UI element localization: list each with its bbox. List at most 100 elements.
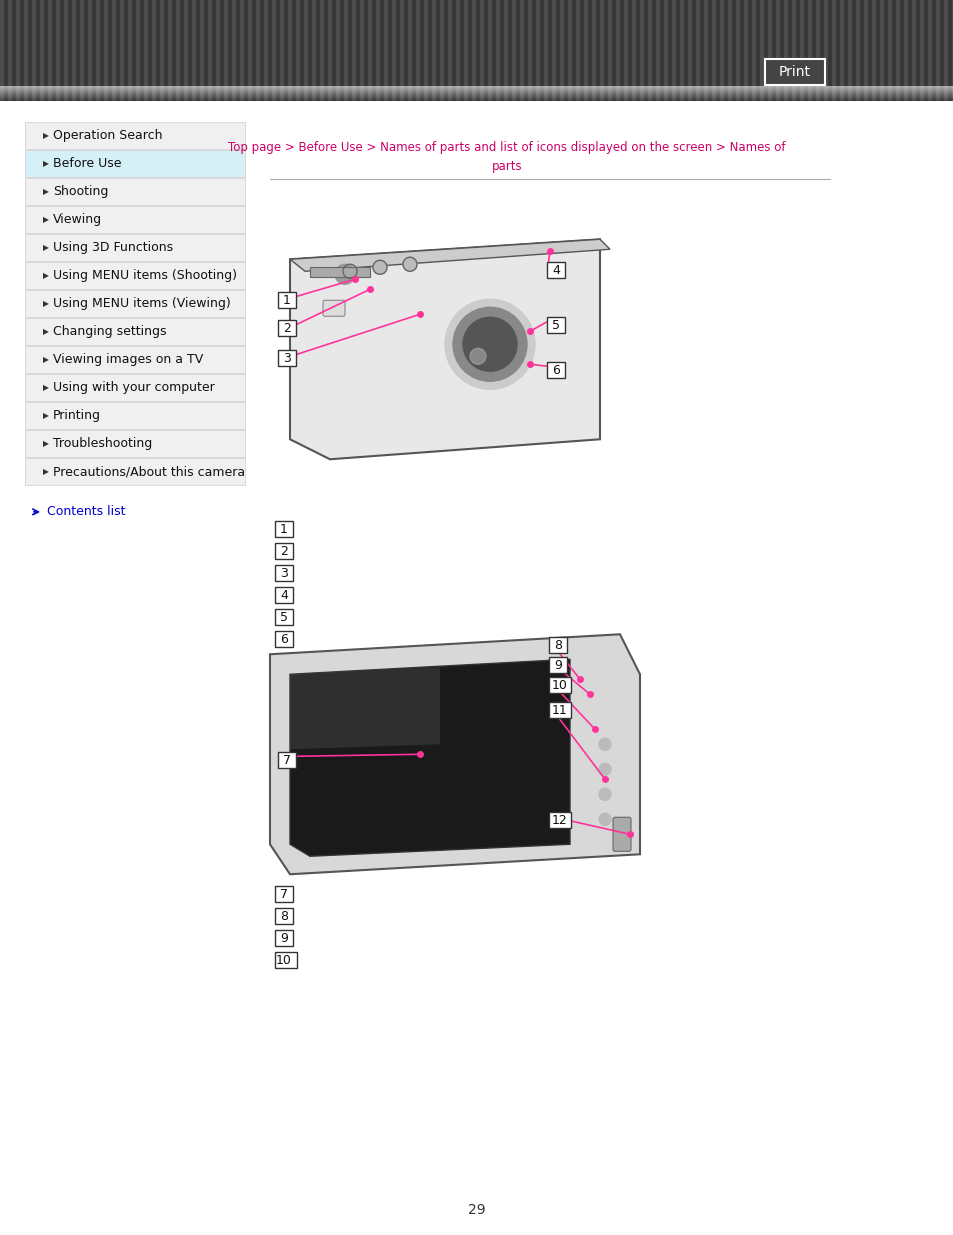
Bar [567, 0, 572, 101]
Text: Using 3D Functions: Using 3D Functions [53, 241, 172, 254]
Text: 9: 9 [280, 931, 288, 945]
Text: 9: 9 [554, 658, 561, 672]
Bar [175, 0, 180, 101]
Bar [184, 0, 188, 101]
Circle shape [598, 739, 610, 751]
Text: Viewing images on a TV: Viewing images on a TV [53, 353, 203, 367]
Bar [212, 0, 215, 101]
Bar [299, 0, 304, 101]
Bar [188, 0, 192, 101]
Text: ▶: ▶ [43, 131, 49, 141]
Bar [691, 0, 696, 101]
Bar [731, 0, 735, 101]
Bar [84, 0, 88, 101]
Bar [208, 0, 212, 101]
Circle shape [462, 317, 517, 372]
Bar [771, 0, 775, 101]
Bar [548, 813, 571, 829]
Bar [548, 637, 566, 653]
Bar [780, 0, 783, 101]
Bar [572, 0, 576, 101]
Bar [671, 0, 676, 101]
Text: ▶: ▶ [43, 440, 49, 448]
Bar [536, 0, 539, 101]
Bar [215, 0, 220, 101]
Bar [548, 703, 571, 719]
Bar [559, 0, 563, 101]
Polygon shape [270, 635, 639, 874]
Text: ▶: ▶ [43, 243, 49, 252]
Bar [627, 0, 631, 101]
Bar [25, 235, 245, 262]
Bar [274, 908, 293, 924]
Bar [339, 0, 344, 101]
Bar [277, 293, 295, 309]
Bar [927, 0, 931, 101]
Bar [436, 0, 439, 101]
Bar [643, 0, 647, 101]
Bar [403, 0, 408, 101]
Bar [200, 0, 204, 101]
Bar [364, 0, 368, 101]
Bar [348, 0, 352, 101]
Bar [727, 0, 731, 101]
Bar [687, 0, 691, 101]
Bar [923, 0, 927, 101]
Text: 8: 8 [554, 638, 561, 652]
Bar [947, 0, 951, 101]
Text: 7: 7 [283, 753, 291, 767]
Text: 4: 4 [552, 264, 559, 277]
Bar [443, 0, 448, 101]
Bar [324, 0, 328, 101]
Bar [91, 0, 96, 101]
Bar [359, 0, 364, 101]
Bar [840, 0, 843, 101]
Text: 6: 6 [280, 632, 288, 646]
Bar [800, 0, 803, 101]
Bar [379, 0, 384, 101]
Bar [304, 0, 308, 101]
Bar [25, 262, 245, 289]
Bar [60, 0, 64, 101]
Bar [939, 0, 943, 101]
Bar [428, 0, 432, 101]
Bar [160, 0, 164, 101]
Bar [204, 0, 208, 101]
Text: 5: 5 [552, 319, 559, 332]
Bar [24, 0, 28, 101]
Bar [308, 0, 312, 101]
Bar [911, 0, 915, 101]
Bar [823, 0, 827, 101]
Bar [448, 0, 452, 101]
Bar [639, 0, 643, 101]
Text: 10: 10 [275, 953, 292, 967]
Text: 2: 2 [283, 322, 291, 335]
Bar [659, 0, 663, 101]
Bar [763, 0, 767, 101]
Bar [820, 0, 823, 101]
Bar [277, 351, 295, 367]
Bar [767, 0, 771, 101]
Text: Contents list: Contents list [47, 505, 126, 519]
Text: 12: 12 [552, 814, 567, 826]
Polygon shape [290, 659, 569, 856]
Bar [248, 0, 252, 101]
Bar [25, 178, 245, 205]
Bar [56, 0, 60, 101]
Bar [616, 0, 619, 101]
Text: ▶: ▶ [43, 299, 49, 309]
Bar [352, 0, 355, 101]
Text: ▶: ▶ [43, 159, 49, 168]
Polygon shape [290, 240, 609, 272]
Text: 5: 5 [280, 611, 288, 624]
Circle shape [373, 261, 387, 274]
Bar [48, 0, 52, 101]
Bar [288, 0, 292, 101]
Bar [483, 0, 488, 101]
Circle shape [453, 308, 526, 382]
Bar [384, 0, 388, 101]
Bar [468, 0, 472, 101]
Bar [527, 0, 532, 101]
Bar [372, 0, 375, 101]
Bar [743, 0, 747, 101]
